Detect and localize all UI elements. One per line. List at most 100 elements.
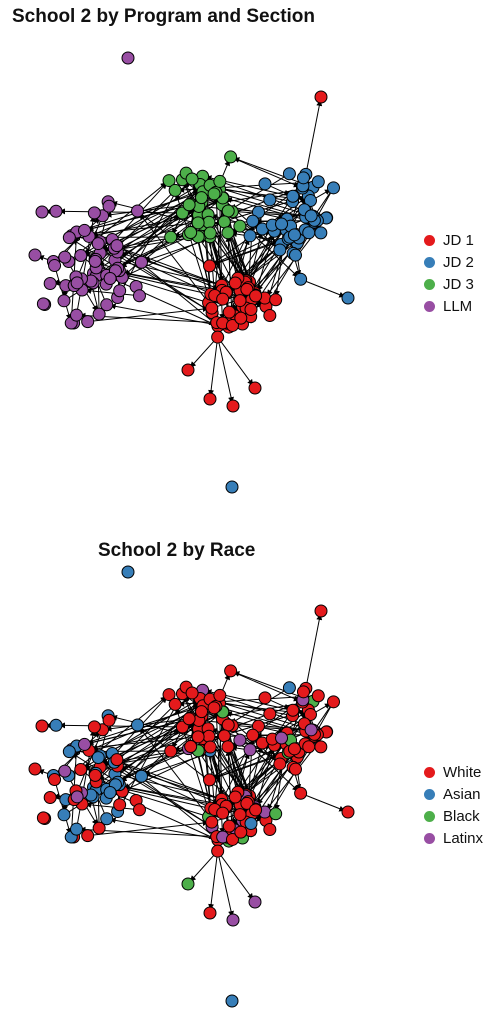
network-node	[36, 811, 50, 825]
network-edge	[208, 851, 219, 914]
network-edge	[217, 850, 256, 903]
network-node	[162, 688, 176, 702]
network-node	[162, 174, 176, 188]
network-node	[233, 219, 247, 233]
network-node	[184, 739, 198, 753]
network-node	[273, 757, 287, 771]
network-node	[48, 773, 62, 787]
network-node	[244, 303, 258, 317]
network-node	[48, 259, 62, 273]
network-edge	[217, 336, 234, 407]
legend: JD 1 JD 2 JD 3 LLM	[424, 229, 474, 317]
network-edge	[187, 850, 219, 885]
network-node	[246, 728, 260, 742]
network-edge	[300, 278, 349, 299]
legend-item: Black	[424, 805, 483, 827]
network-node	[205, 815, 219, 829]
network-node	[70, 790, 84, 804]
legend-item: Asian	[424, 783, 483, 805]
legend-swatch	[424, 832, 435, 844]
network-node	[302, 226, 316, 240]
network-node	[258, 691, 272, 705]
nodes	[28, 565, 355, 1008]
network-node	[103, 272, 117, 286]
network-node	[87, 206, 101, 220]
network-edge	[137, 210, 209, 304]
network-node	[202, 215, 216, 229]
network-node	[216, 292, 230, 306]
network-node	[195, 191, 209, 205]
network-graph	[28, 51, 355, 494]
network-node	[233, 733, 247, 747]
network-node	[296, 685, 310, 699]
network-edge	[208, 337, 219, 400]
network-node	[203, 773, 217, 787]
network-node	[246, 214, 260, 228]
network-node	[226, 913, 240, 927]
network-node	[243, 743, 257, 757]
network-edge	[56, 722, 183, 729]
network-node	[78, 737, 92, 751]
legend-swatch	[424, 788, 435, 800]
network-node	[269, 807, 283, 821]
network-node	[49, 718, 63, 732]
legend-item: LLM	[424, 295, 474, 317]
network-node	[311, 175, 325, 189]
network-node	[222, 819, 236, 833]
network-node	[168, 697, 182, 711]
network-node	[222, 305, 236, 319]
network-panel-program: School 2 by Program and Section JD 1 JD 2…	[0, 0, 496, 514]
legend-item: JD 1	[424, 229, 474, 251]
network-edge	[111, 753, 219, 841]
network-node	[121, 565, 135, 579]
network-node	[57, 294, 71, 308]
network-node	[110, 239, 124, 253]
network-edge	[82, 801, 140, 811]
network-node	[225, 832, 239, 846]
network-node	[184, 225, 198, 239]
legend-label: JD 1	[443, 231, 474, 249]
network-node	[258, 177, 272, 191]
network-node	[92, 307, 106, 321]
network-node	[251, 719, 265, 733]
network-node	[263, 822, 277, 836]
network-node	[294, 786, 308, 800]
network-node	[58, 250, 72, 264]
network-node	[182, 198, 196, 212]
network-node	[248, 895, 262, 909]
network-node	[249, 289, 263, 303]
network-edge	[230, 156, 303, 189]
network-node	[225, 480, 239, 494]
network-edge	[56, 208, 183, 215]
network-node	[288, 248, 302, 262]
network-node	[296, 171, 310, 185]
network-node	[28, 762, 42, 776]
chart-title: School 2 by Program and Section	[12, 6, 316, 27]
network-edge	[54, 779, 72, 838]
network-node	[78, 223, 92, 237]
network-node	[70, 822, 84, 836]
network-edge	[249, 228, 264, 283]
network-node	[113, 798, 127, 812]
network-node	[294, 272, 308, 286]
network-node	[275, 731, 289, 745]
network-node	[225, 318, 239, 332]
network-node	[110, 753, 124, 767]
network-node	[303, 194, 317, 208]
network-edge	[111, 239, 219, 327]
network-node	[207, 187, 221, 201]
network-node	[282, 167, 296, 181]
network-node	[91, 751, 105, 765]
network-node	[314, 226, 328, 240]
network-node	[217, 215, 231, 229]
network-node	[228, 276, 242, 290]
network-node	[203, 392, 217, 406]
network-node	[314, 90, 328, 104]
legend-swatch	[424, 300, 435, 312]
legend-label: Black	[443, 807, 480, 825]
network-edge	[305, 96, 323, 175]
network-node	[132, 289, 146, 303]
network-edge	[82, 287, 140, 297]
network-node	[240, 796, 254, 810]
network-node	[36, 297, 50, 311]
